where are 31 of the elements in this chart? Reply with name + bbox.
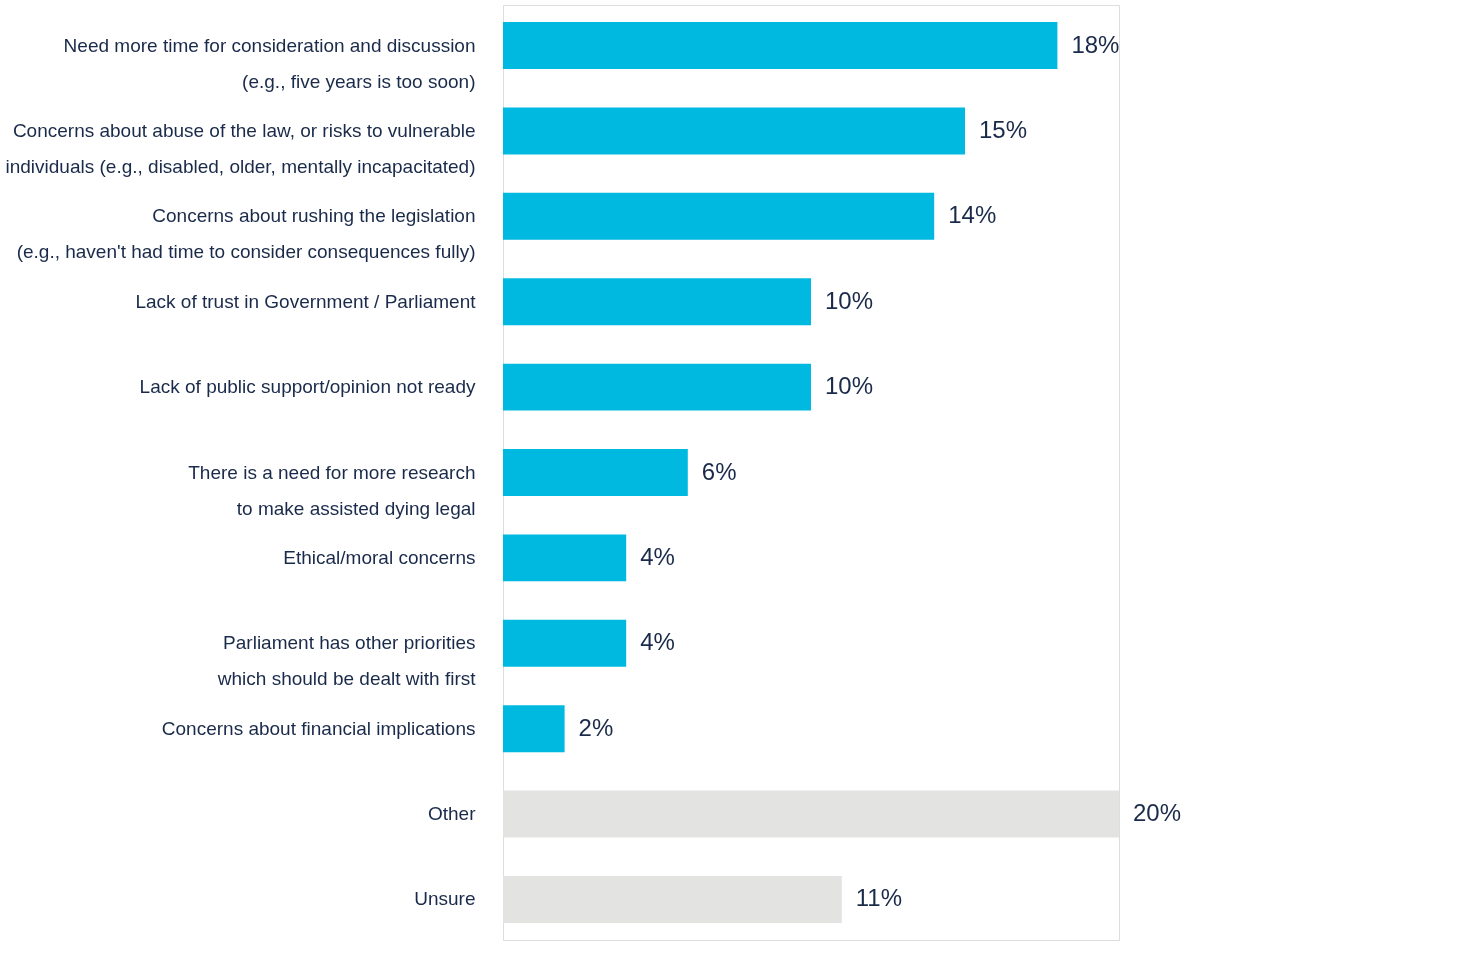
bar (503, 363, 811, 411)
y-tick-label: Concerns about financial implications (161, 717, 476, 739)
y-tick-label: Lack of public support/opinion not ready (139, 376, 476, 398)
data-label: 4% (640, 628, 675, 656)
y-tick-label: Unsure (414, 888, 476, 910)
y-tick-label: Lack of trust in Government / Parliament (135, 290, 477, 312)
y-tick-label: Ethical/moral concerns (283, 546, 476, 568)
data-label: 10% (825, 372, 874, 400)
bar (503, 107, 965, 155)
data-label: 6% (701, 457, 737, 485)
bar (503, 619, 627, 667)
data-label: 10% (825, 286, 874, 314)
data-label: 15% (979, 115, 1028, 143)
y-tick-label: Parliament has other priorities which should be dealt with first (216, 632, 477, 690)
y-tick-label: Concerns about abuse of the law, or risks to vulnerable individuals (e.g., disabled, older, mentally incapacitated) (5, 119, 476, 177)
data-label: 4% (640, 542, 675, 570)
bar (503, 22, 1058, 70)
y-tick-label: Concerns about rushing the legislation (e.g., haven't had time to consider consequences fully) (16, 205, 476, 263)
y-tick-label: Other (427, 803, 477, 825)
data-label: 14% (948, 201, 997, 229)
data-label: 20% (1133, 799, 1182, 827)
data-label: 11% (855, 884, 903, 912)
y-tick-label: There is a need for more research to make assisted dying legal (188, 461, 476, 519)
data-label: 2% (578, 713, 614, 741)
bar (503, 705, 565, 753)
data-label: 18% (1071, 30, 1120, 58)
y-tick-label: Need more time for consideration and discussion (e.g., five years is too soon) (63, 34, 476, 92)
bar (503, 192, 935, 240)
bar (503, 534, 627, 582)
bar (503, 449, 688, 496)
bar (503, 278, 811, 326)
